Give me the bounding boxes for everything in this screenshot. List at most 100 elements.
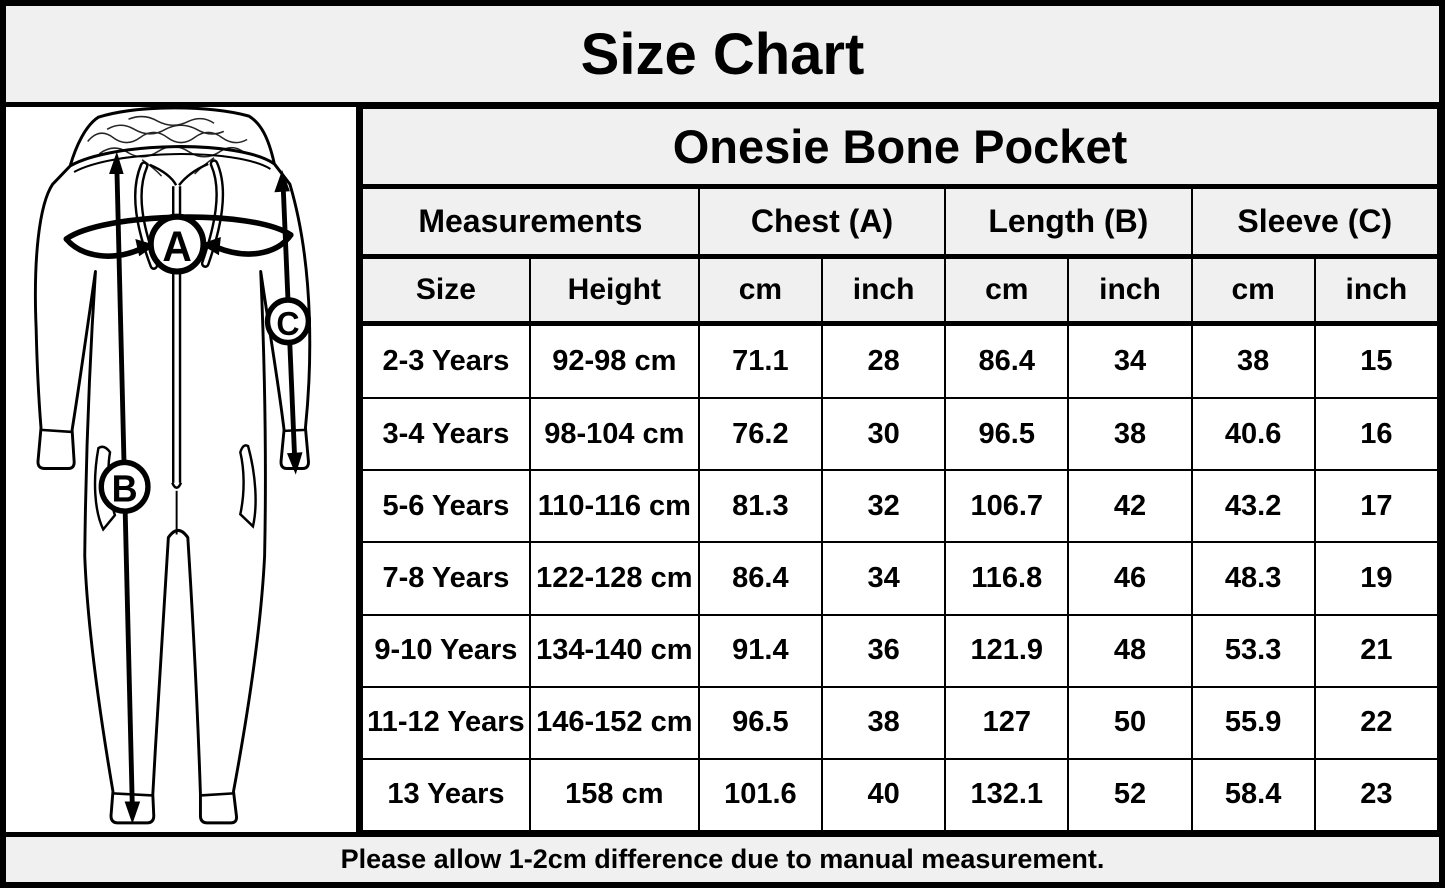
marker-b-circle [98,459,151,514]
table-cell: 55.9 [1190,685,1316,760]
table-cell: 86.4 [944,321,1070,400]
table-cell: 38 [1190,321,1316,400]
column-header-chest-inch: inch [820,255,947,326]
table-cell: 50 [1067,685,1193,760]
group-header-chest: Chest (A) [697,185,947,259]
table-cell: 2-3 Years [361,321,531,400]
sleeve-arrowhead-top [274,169,290,193]
table-cell: 91.4 [697,613,823,688]
table-cell: 121.9 [944,613,1070,688]
table-cell: 9-10 Years [361,613,531,688]
table-cell: 36 [820,613,947,688]
table-cell: 15 [1313,321,1440,400]
table-cell: 42 [1067,469,1193,544]
table-cell: 32 [820,469,947,544]
table-cell: 110-116 cm [528,469,700,544]
table-cell: 98-104 cm [528,397,700,472]
table-cell: 132.1 [944,757,1070,833]
table-cell: 158 cm [528,757,700,833]
table-row: 7-8 Years 122-128 cm 86.4 34 116.8 46 48… [361,541,1440,616]
chest-arrowhead-left [135,239,156,257]
table-cell: 116.8 [944,541,1070,616]
chest-arrowhead-right [200,236,221,256]
sub-header-row: Size Height cm inch cm inch cm inch [361,255,1440,326]
length-arrowhead-top [109,151,124,175]
table-cell: 76.2 [697,397,823,472]
table-cell: 21 [1313,613,1440,688]
table-cell: 34 [820,541,947,616]
table-cell: 13 Years [361,757,531,833]
table-cell: 101.6 [697,757,823,833]
column-header-chest-cm: cm [697,255,823,326]
table-cell: 22 [1313,685,1440,760]
table-cell: 53.3 [1190,613,1316,688]
marker-a-circle [147,213,207,275]
onesie-measurement-diagram: A B C [6,107,361,832]
table-cell: 28 [820,321,947,400]
table-row: 9-10 Years 134-140 cm 91.4 36 121.9 48 5… [361,613,1440,688]
table-cell: 38 [820,685,947,760]
group-header-sleeve: Sleeve (C) [1190,185,1440,259]
table-cell: 40 [820,757,947,833]
table-cell: 96.5 [944,397,1070,472]
length-arrowhead-bottom [124,801,141,824]
table-cell: 5-6 Years [361,469,531,544]
table-row: 5-6 Years 110-116 cm 81.3 32 106.7 42 43… [361,469,1440,544]
table-cell: 3-4 Years [361,397,531,472]
table-cell: 11-12 Years [361,685,531,760]
main-section: A B C Onesie Bone Pocket [6,107,1440,833]
page-title: Size Chart [6,6,1439,107]
group-header-row: Measurements Chest (A) Length (B) Sleeve… [361,185,1440,259]
size-table: Onesie Bone Pocket Measurements Chest (A… [361,107,1440,833]
table-cell: 52 [1067,757,1193,833]
table-cell: 58.4 [1190,757,1316,833]
onesie-drawing: A B C [33,107,312,825]
marker-a-label: A [162,222,191,270]
table-cell: 48 [1067,613,1193,688]
column-header-height: Height [528,255,700,326]
marker-c-label: C [276,304,299,342]
table-cell: 48.3 [1190,541,1316,616]
table-cell: 34 [1067,321,1193,400]
footer-note: Please allow 1-2cm difference due to man… [6,832,1439,882]
table-cell: 127 [944,685,1070,760]
collar-line [149,162,209,186]
column-header-sleeve-cm: cm [1190,255,1316,326]
table-cell: 19 [1313,541,1440,616]
table-cell: 146-152 cm [528,685,700,760]
table-cell: 7-8 Years [361,541,531,616]
table-cell: 106.7 [944,469,1070,544]
table-row: 11-12 Years 146-152 cm 96.5 38 127 50 55… [361,685,1440,760]
product-header-row: Onesie Bone Pocket [361,107,1439,189]
table-cell: 92-98 cm [528,321,700,400]
footer-note-text: Please allow 1-2cm difference due to man… [340,844,1105,874]
table-cell: 43.2 [1190,469,1316,544]
page-title-text: Size Chart [580,21,865,87]
column-header-length-inch: inch [1067,255,1193,326]
size-table-container: Onesie Bone Pocket Measurements Chest (A… [361,107,1440,833]
product-title: Onesie Bone Pocket [361,107,1439,189]
column-header-length-cm: cm [944,255,1070,326]
table-cell: 30 [820,397,947,472]
table-cell: 86.4 [697,541,823,616]
table-row: 2-3 Years 92-98 cm 71.1 28 86.4 34 38 15 [361,321,1440,400]
table-cell: 81.3 [697,469,823,544]
table-cell: 96.5 [697,685,823,760]
cuff-seams [40,428,306,797]
group-header-measurements: Measurements [361,185,700,259]
column-header-size: Size [361,255,531,326]
table-cell: 71.1 [697,321,823,400]
table-cell: 122-128 cm [528,541,700,616]
hood-rim-inner [73,153,271,173]
table-cell: 46 [1067,541,1193,616]
table-cell: 23 [1313,757,1440,833]
group-header-length: Length (B) [944,185,1193,259]
marker-b-label: B [112,468,138,510]
table-row: 13 Years 158 cm 101.6 40 132.1 52 58.4 2… [361,757,1440,833]
right-pocket [238,444,257,529]
sleeve-arrowhead-bottom [286,452,303,475]
column-header-sleeve-inch: inch [1313,255,1440,326]
table-cell: 16 [1313,397,1440,472]
table-row: 3-4 Years 98-104 cm 76.2 30 96.5 38 40.6… [361,397,1440,472]
